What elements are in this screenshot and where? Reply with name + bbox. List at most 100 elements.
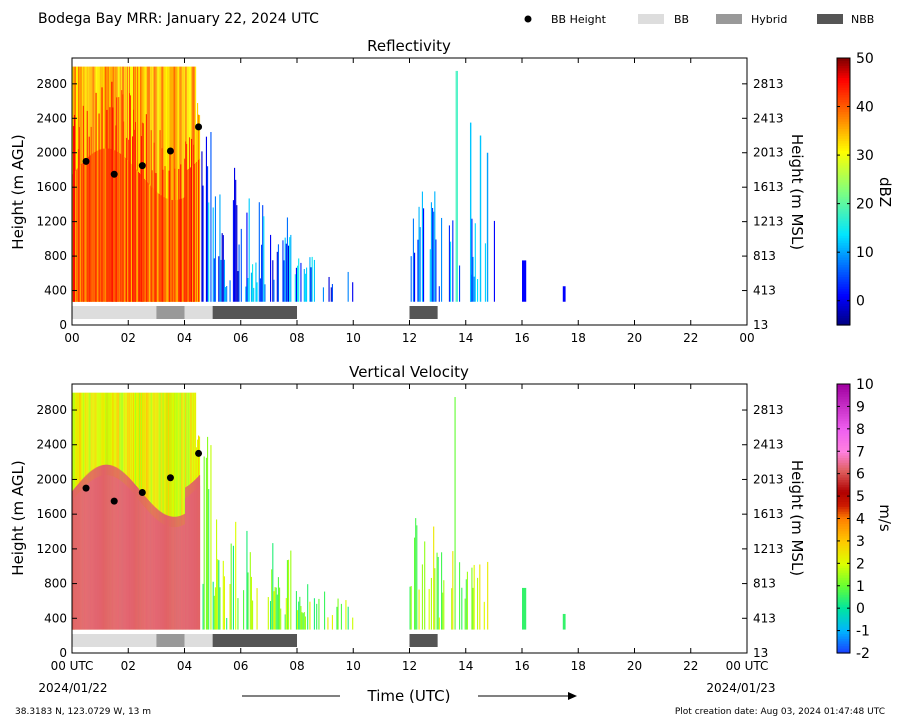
echo-column	[188, 168, 190, 302]
echo-column	[487, 561, 489, 630]
echo-column	[156, 192, 158, 302]
echo-column	[216, 519, 218, 630]
echo-column	[471, 567, 473, 630]
y-tick-label: 1200	[36, 542, 67, 556]
xlabel: Time (UTC)	[367, 687, 451, 705]
echo-column	[331, 615, 333, 630]
colorbar-step	[837, 113, 850, 117]
y-tick-label-right: 2013	[753, 146, 784, 160]
echo-column	[466, 571, 468, 630]
colorbar-step	[837, 91, 850, 96]
y-tick-label: 1600	[36, 180, 67, 194]
echo-column	[229, 280, 231, 302]
bb-type-segment	[409, 634, 438, 647]
echo-column	[277, 577, 280, 630]
colorbar-step	[837, 476, 850, 480]
echo-column	[150, 130, 152, 302]
x-tick-label: 10	[346, 659, 361, 673]
colorbar-step	[837, 186, 850, 190]
colorbar-step	[837, 172, 850, 176]
colorbar-tick-label: -2	[856, 646, 870, 662]
colorbar-step	[837, 567, 850, 571]
colorbar-step	[837, 645, 850, 649]
echo-column	[562, 286, 566, 302]
echo-column	[250, 272, 252, 302]
bb-height-marker	[110, 170, 118, 178]
y-tick-label-right: 813	[753, 577, 776, 591]
echo-column	[259, 278, 262, 302]
colorbar-step	[837, 496, 850, 500]
echo-column	[486, 152, 489, 302]
echo-column	[111, 465, 113, 630]
echo-column	[78, 127, 80, 302]
echo-column	[428, 588, 430, 630]
echo-column	[183, 66, 185, 302]
y-tick-label: 800	[44, 249, 67, 263]
colorbar-step	[837, 167, 850, 171]
echo-column	[76, 484, 79, 630]
echo-column	[264, 284, 266, 302]
colorbar-step	[837, 276, 850, 280]
echo-column	[352, 282, 354, 302]
echo-column	[441, 217, 443, 302]
echo-column	[336, 606, 338, 630]
echo-column	[135, 122, 137, 302]
echo-column	[347, 271, 349, 302]
colorbar-step	[837, 116, 850, 120]
echo-column	[337, 598, 339, 630]
colorbar-step	[837, 184, 850, 188]
colorbar-tick-label: 7	[856, 444, 865, 460]
echo-column	[137, 171, 140, 302]
colorbar-step	[837, 498, 850, 502]
echo-column	[419, 227, 421, 302]
colorbar-step	[837, 147, 850, 151]
echo-column	[316, 603, 318, 630]
echo-column	[144, 180, 146, 302]
echo-column	[182, 392, 184, 630]
echo-column	[129, 93, 131, 302]
echo-column	[297, 265, 299, 302]
echo-column	[318, 598, 320, 630]
echo-column	[158, 510, 160, 630]
echo-column	[195, 479, 197, 630]
echo-column	[167, 515, 169, 630]
echo-column	[175, 392, 177, 630]
colorbar-step	[837, 635, 850, 639]
echo-column	[166, 66, 168, 302]
colorbar-step	[837, 58, 850, 62]
colorbar-step	[837, 418, 850, 422]
echo-column	[194, 480, 196, 630]
x-tick-label: 16	[514, 659, 529, 673]
colorbar-step	[837, 582, 850, 586]
echo-column	[424, 541, 426, 630]
colorbar-tick-label: 8	[856, 422, 865, 438]
bb-type-segment	[184, 634, 213, 647]
echo-column	[277, 244, 280, 302]
echo-column	[113, 149, 115, 302]
echo-column	[433, 526, 435, 630]
echo-column	[79, 165, 81, 302]
echo-column	[455, 70, 457, 302]
colorbar-step	[837, 303, 850, 307]
colorbar-step	[837, 174, 850, 178]
echo-column	[126, 137, 128, 302]
echo-column	[248, 198, 250, 302]
bb-height-marker	[195, 123, 203, 131]
echo-column	[322, 287, 324, 302]
colorbar-step	[837, 555, 850, 559]
echo-column	[191, 482, 193, 630]
echo-column	[95, 467, 97, 630]
echo-column	[167, 392, 169, 630]
colorbar-step	[837, 430, 850, 434]
echo-column	[90, 470, 92, 630]
echo-column	[89, 471, 91, 630]
colorbar-step	[837, 388, 850, 392]
echo-column	[235, 521, 237, 630]
colorbar-step	[837, 74, 850, 79]
echo-column	[410, 256, 412, 302]
echo-column	[452, 551, 454, 630]
echo-column	[128, 139, 130, 302]
echo-column	[226, 286, 228, 302]
echo-column	[448, 225, 450, 302]
bb-type-segment	[156, 306, 185, 319]
